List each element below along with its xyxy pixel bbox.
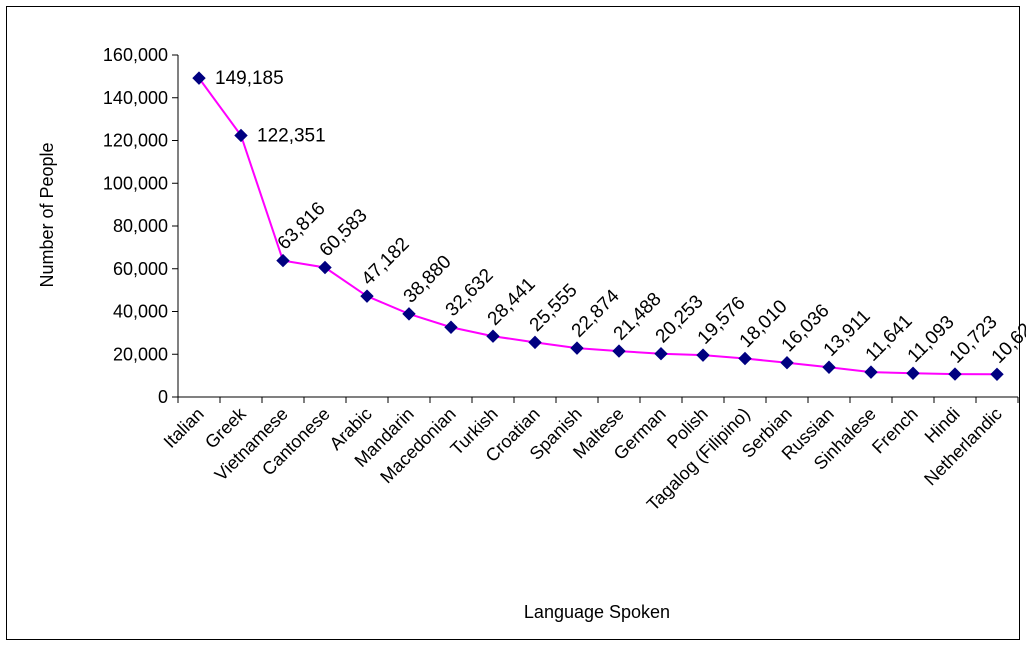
data-label: 47,182 <box>358 234 414 290</box>
y-tick-label: 60,000 <box>113 259 168 279</box>
data-label: 122,351 <box>257 125 326 146</box>
x-tick-label: Italian <box>160 404 208 452</box>
data-point <box>822 360 836 374</box>
series <box>192 71 1004 382</box>
x-tick-label: French <box>868 404 922 458</box>
series-line <box>198 77 998 376</box>
y-tick-label: 20,000 <box>113 344 168 364</box>
data-point <box>528 335 542 350</box>
data-point <box>738 351 752 366</box>
y-axis-title: Number of People <box>37 142 57 287</box>
data-point <box>990 367 1004 382</box>
data-labels: 149,185122,35163,81660,58347,18238,88032… <box>215 68 1026 368</box>
data-point <box>234 128 248 143</box>
y-axis: 0 20,000 40,000 60,000 80,000 100,000 120,000 1… <box>103 45 179 407</box>
data-label: 149,185 <box>215 68 284 89</box>
data-point <box>612 344 626 358</box>
data-point <box>696 348 710 362</box>
x-axis: ItalianGreekVietnameseCantoneseArabicMan… <box>160 396 1019 515</box>
y-tick-label: 80,000 <box>113 216 168 236</box>
x-axis-title: Language Spoken <box>524 602 670 622</box>
y-tick-label: 120,000 <box>103 131 168 151</box>
data-point <box>444 320 458 334</box>
x-tick-label: Netherlandic <box>920 404 1006 490</box>
data-point <box>780 356 794 370</box>
data-point <box>360 289 374 303</box>
data-point <box>906 366 920 380</box>
data-point <box>570 341 584 355</box>
y-tick-label: 160,000 <box>103 45 168 65</box>
data-point <box>192 71 206 85</box>
data-point <box>948 367 962 381</box>
data-point <box>402 307 416 321</box>
data-point <box>318 260 332 275</box>
y-tick-label: 100,000 <box>103 173 168 193</box>
y-tick-label: 40,000 <box>113 302 168 322</box>
data-point <box>654 347 668 361</box>
data-point <box>864 365 878 379</box>
chart-frame <box>6 6 1020 640</box>
data-point <box>276 253 290 268</box>
y-tick-label: 140,000 <box>103 88 168 108</box>
data-point <box>486 329 500 343</box>
y-tick-label: 0 <box>158 387 168 407</box>
